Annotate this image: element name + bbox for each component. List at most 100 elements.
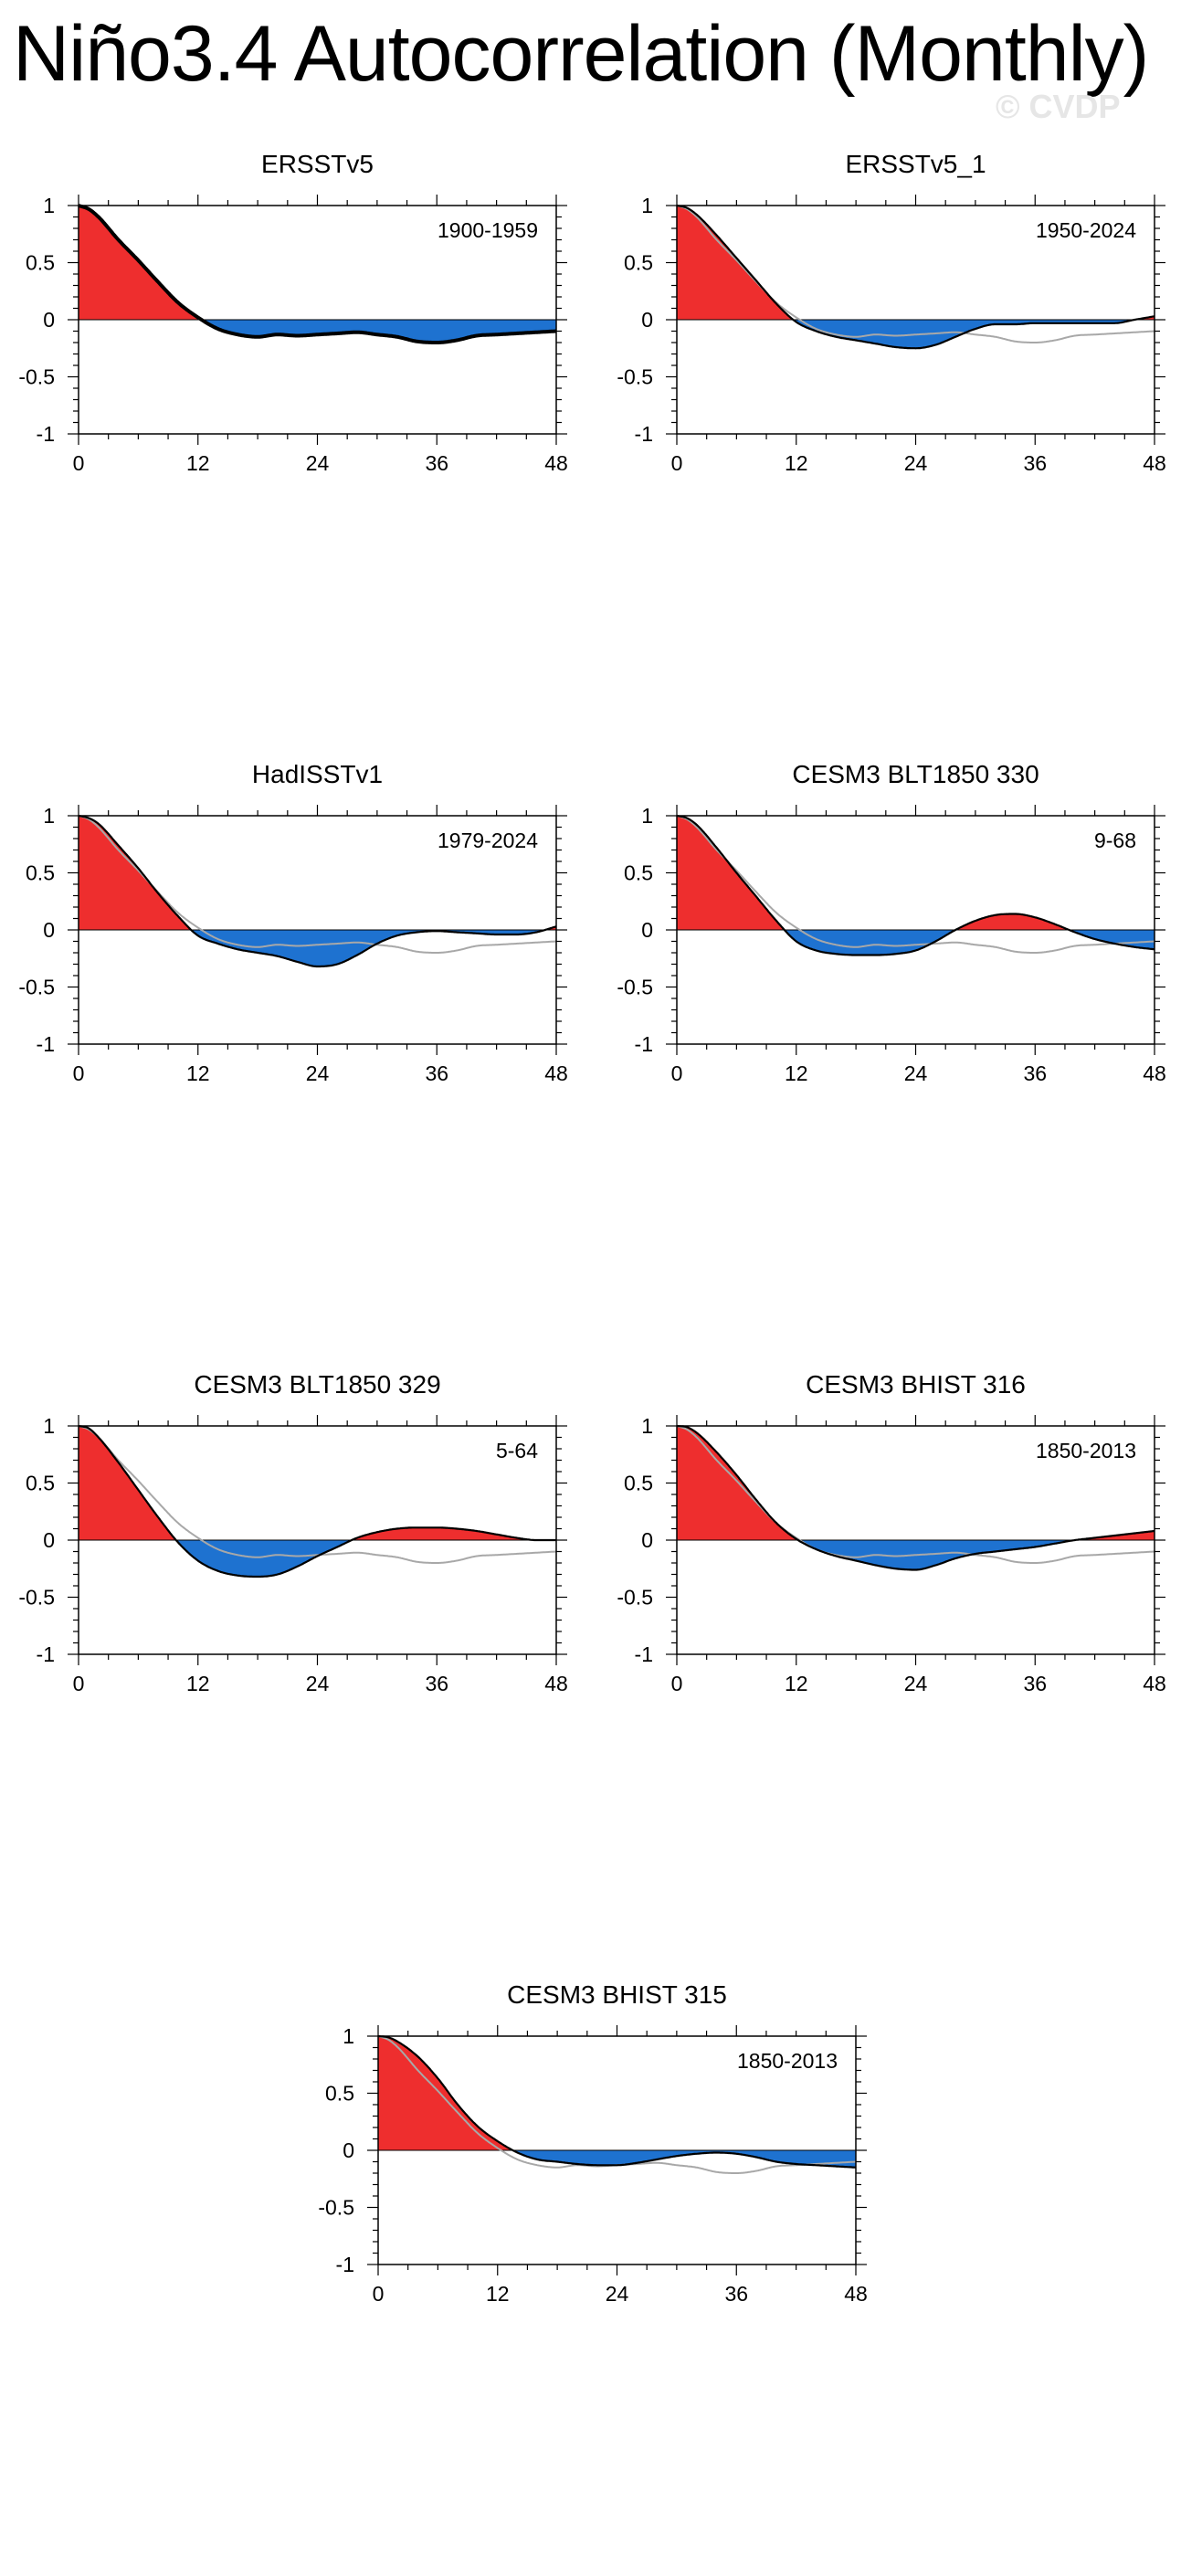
autocorrelation-line: [676, 814, 1155, 956]
period-label: 1850-2013: [737, 2049, 838, 2073]
x-tick-label: 36: [425, 1061, 448, 1085]
y-tick-label: 1: [641, 194, 653, 217]
x-tick-label: 48: [1143, 451, 1166, 475]
period-label: 1950-2024: [1036, 218, 1136, 242]
x-tick-label: 0: [73, 1061, 85, 1085]
positive-area-fill: [378, 2036, 856, 2150]
x-tick-label: 12: [186, 1061, 210, 1085]
y-tick-label: -0.5: [18, 976, 55, 999]
page-title: Niño3.4 Autocorrelation (Monthly): [13, 10, 1149, 98]
y-tick-label: 0.5: [26, 1472, 55, 1495]
period-label: 1900-1959: [438, 218, 538, 242]
x-tick-label: 24: [904, 1672, 928, 1695]
x-tick-label: 48: [544, 1061, 568, 1085]
x-tick-label: 12: [486, 2282, 510, 2306]
y-tick-label: 1: [641, 804, 653, 828]
reference-series-line: [676, 1425, 1155, 1564]
chart-title: CESM3 BHIST 316: [806, 1370, 1026, 1399]
x-tick-label: 36: [425, 451, 448, 475]
y-tick-label: 0.5: [26, 861, 55, 885]
y-tick-label: -1: [37, 1642, 55, 1666]
y-tick-label: -0.5: [617, 365, 653, 389]
y-tick-label: -0.5: [617, 976, 653, 999]
chart-panel: -1 -0.5 0 0.5 1 0 12 24 36 48 CESM3 BHIST 316 1850-…: [617, 1370, 1165, 1695]
y-tick-label: 0: [641, 308, 653, 332]
x-tick-label: 36: [724, 2282, 748, 2306]
y-tick-label: 0.5: [624, 861, 653, 885]
period-label: 1979-2024: [438, 829, 538, 852]
y-tick-label: 0.5: [325, 2082, 354, 2106]
y-tick-label: 1: [641, 1414, 653, 1438]
x-tick-label: 12: [186, 451, 210, 475]
x-tick-label: 0: [671, 1061, 683, 1085]
y-tick-label: 0: [43, 918, 55, 942]
x-tick-label: 24: [904, 1061, 928, 1085]
chart-panel: -1 -0.5 0 0.5 1 0 12 24 36 48 ERSSTv5 1900-1959: [18, 150, 567, 475]
x-tick-label: 0: [73, 1672, 85, 1695]
autocorrelation-line: [78, 1424, 556, 1578]
y-tick-label: -1: [635, 1642, 653, 1666]
reference-series-line: [676, 815, 1155, 954]
chart-title: CESM3 BLT1850 329: [194, 1370, 440, 1399]
positive-area-fill: [677, 816, 1155, 930]
x-tick-label: 48: [1143, 1061, 1166, 1085]
chart-panel: -1 -0.5 0 0.5 1 0 12 24 36 48 CESM3 BLT1850 329 5-6…: [18, 1370, 567, 1695]
x-tick-label: 0: [671, 451, 683, 475]
y-tick-label: 0: [641, 918, 653, 942]
autocorrelation-line: [78, 814, 557, 968]
x-tick-label: 12: [785, 451, 808, 475]
y-tick-label: -0.5: [18, 1586, 55, 1610]
chart-title: ERSSTv5_1: [845, 150, 986, 178]
chart-title: CESM3 BHIST 315: [507, 1980, 727, 2009]
chart-title: CESM3 BLT1850 330: [792, 760, 1039, 788]
x-tick-label: 24: [306, 1672, 330, 1695]
negative-area-fill: [677, 930, 1155, 955]
period-label: 1850-2013: [1036, 1439, 1136, 1462]
x-tick-label: 24: [306, 1061, 330, 1085]
y-tick-label: 1: [43, 804, 55, 828]
chart-panel: -1 -0.5 0 0.5 1 0 12 24 36 48 CESM3 BHIST 315 1850-…: [318, 1980, 867, 2306]
negative-area-fill: [79, 930, 556, 966]
chart-title: ERSSTv5: [261, 150, 374, 178]
y-tick-label: 0: [43, 1528, 55, 1552]
x-tick-label: 0: [73, 451, 85, 475]
y-tick-label: -0.5: [18, 365, 55, 389]
autocorrelation-line: [78, 204, 557, 344]
x-tick-label: 48: [544, 1672, 568, 1695]
period-label: 5-64: [496, 1439, 538, 1462]
y-tick-label: -1: [635, 1032, 653, 1056]
y-tick-label: 1: [43, 194, 55, 217]
x-tick-label: 36: [1023, 1061, 1047, 1085]
autocorrelation-line: [377, 2034, 857, 2169]
period-label: 9-68: [1094, 829, 1136, 852]
y-tick-label: -1: [635, 422, 653, 446]
positive-area-fill: [79, 816, 556, 930]
y-tick-label: 0: [343, 2138, 354, 2162]
y-tick-label: 1: [43, 1414, 55, 1438]
x-tick-label: 0: [671, 1672, 683, 1695]
y-tick-label: -0.5: [617, 1586, 653, 1610]
y-tick-label: -1: [37, 1032, 55, 1056]
x-tick-label: 12: [785, 1061, 808, 1085]
y-tick-label: 0: [43, 308, 55, 332]
x-tick-label: 24: [904, 451, 928, 475]
y-tick-label: -1: [37, 422, 55, 446]
negative-area-fill: [378, 2150, 856, 2168]
x-tick-label: 0: [373, 2282, 385, 2306]
autocorrelation-line: [676, 204, 1155, 350]
y-tick-label: 0.5: [624, 251, 653, 275]
cvdp-watermark: © CVDP: [996, 88, 1121, 125]
negative-area-fill: [79, 1540, 556, 1577]
y-tick-label: -0.5: [318, 2196, 354, 2220]
x-tick-label: 48: [844, 2282, 868, 2306]
positive-area-fill: [677, 206, 1155, 320]
y-tick-label: 0.5: [624, 1472, 653, 1495]
positive-area-fill: [79, 1426, 556, 1540]
x-tick-label: 12: [186, 1672, 210, 1695]
chart-panel: -1 -0.5 0 0.5 1 0 12 24 36 48 CESM3 BLT1850 330 9-6…: [617, 760, 1165, 1085]
x-tick-label: 12: [785, 1672, 808, 1695]
chart-panel: -1 -0.5 0 0.5 1 0 12 24 36 48 ERSSTv5_1 1950-2024: [617, 150, 1165, 475]
y-tick-label: 0.5: [26, 251, 55, 275]
x-tick-label: 24: [606, 2282, 629, 2306]
